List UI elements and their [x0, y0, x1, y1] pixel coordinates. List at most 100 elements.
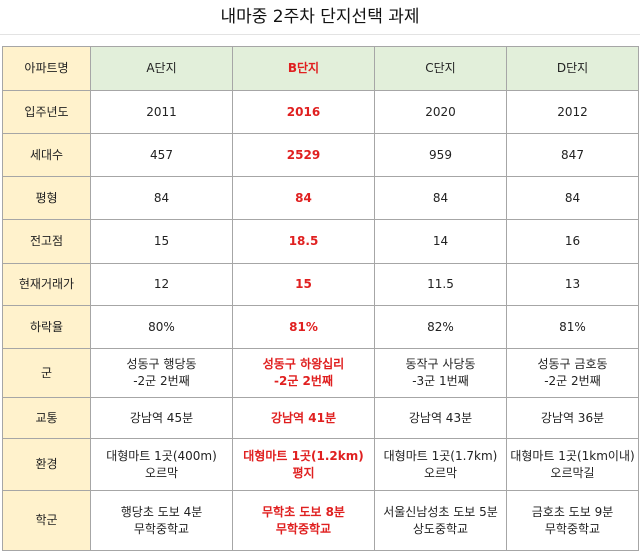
row-label-cell[interactable]: 학군 — [2, 490, 91, 551]
data-cell[interactable]: 2529 — [232, 133, 375, 177]
cell-text: 11.5 — [427, 277, 454, 291]
cell-text: 13 — [564, 277, 581, 291]
data-cell[interactable]: 대형마트 1곳(1.2km) 평지 — [232, 438, 375, 491]
cell-text: 81% — [289, 319, 318, 334]
cell-text: 457 — [150, 147, 173, 162]
cell-text: 서울신남성초 도보 5분 — [383, 504, 498, 519]
table-row: 교통 강남역 45분 강남역 41분 강남역 43분 강남역 36분 — [2, 397, 639, 439]
data-cell[interactable]: 강남역 41분 — [232, 397, 375, 439]
cell-text: -2군 2번째 — [274, 374, 333, 388]
data-cell[interactable]: 강남역 43분 — [374, 397, 507, 439]
row-label-cell[interactable]: 세대수 — [2, 133, 91, 177]
data-cell[interactable]: 457 — [90, 133, 233, 177]
row-label-cell[interactable]: 전고점 — [2, 219, 91, 264]
table-row: 하락율 80% 81% 82% 81% — [2, 305, 639, 349]
data-cell[interactable]: 84 — [374, 176, 507, 220]
row-label-cell[interactable]: 입주년도 — [2, 90, 91, 134]
cell-text: 강남역 41분 — [270, 410, 337, 425]
row-label-cell[interactable]: 교통 — [2, 397, 91, 439]
cell-text: 2020 — [425, 104, 456, 119]
cell-text: 84 — [564, 190, 581, 205]
cell-text: 성동구 행당동 — [126, 357, 197, 371]
cell-text: 강남역 36분 — [540, 410, 605, 425]
data-cell[interactable]: 14 — [374, 219, 507, 264]
cell-text: 대형마트 1곳(1.2km) — [243, 448, 364, 463]
column-header-d[interactable]: D단지 — [506, 46, 639, 91]
row-label-cell[interactable]: 하락율 — [2, 305, 91, 349]
data-cell[interactable]: 81% — [232, 305, 375, 349]
cell-text: 행당초 도보 4분 — [120, 504, 203, 519]
cell-text: 금호초 도보 9분 — [531, 504, 614, 519]
cell-text: 2011 — [146, 104, 177, 119]
data-cell[interactable]: 강남역 45분 — [90, 397, 233, 439]
data-cell[interactable]: 성동구 행당동 -2군 2번째 — [90, 348, 233, 398]
column-header-b[interactable]: B단지 — [232, 46, 375, 91]
data-cell[interactable]: 2016 — [232, 90, 375, 134]
data-cell[interactable]: 84 — [506, 176, 639, 220]
cell-text: 무학초 도보 8분 — [262, 504, 345, 519]
data-cell[interactable]: 행당초 도보 4분 무학중학교 — [90, 490, 233, 551]
table-row: 평형 84 84 84 84 — [2, 176, 639, 220]
cell-text: 2016 — [286, 104, 321, 119]
cell-text: -2군 2번째 — [544, 374, 601, 388]
data-cell[interactable]: 12 — [90, 263, 233, 306]
data-cell[interactable]: 15 — [90, 219, 233, 264]
cell-text: 성동구 하왕십리 — [262, 357, 345, 371]
data-cell[interactable]: 84 — [90, 176, 233, 220]
data-cell[interactable]: 84 — [232, 176, 375, 220]
cell-text: 무학중학교 — [275, 521, 332, 536]
data-cell[interactable]: 강남역 36분 — [506, 397, 639, 439]
cell-text: 959 — [429, 147, 452, 162]
cell-text: 12 — [153, 277, 170, 291]
data-cell[interactable]: 대형마트 1곳(1.7km) 오르막 — [374, 438, 507, 491]
row-label-cell[interactable]: 평형 — [2, 176, 91, 220]
data-cell[interactable]: 11.5 — [374, 263, 507, 306]
header-label-cell[interactable]: 아파트명 — [2, 46, 91, 91]
data-cell[interactable]: 2011 — [90, 90, 233, 134]
cell-text: 82% — [427, 319, 454, 334]
table-row: 군 성동구 행당동 -2군 2번째 성동구 하왕십리 -2군 2번째 동작구 사당동 -3군… — [2, 348, 639, 398]
cell-text: 84 — [153, 190, 170, 205]
data-cell[interactable]: 82% — [374, 305, 507, 349]
data-cell[interactable]: 2020 — [374, 90, 507, 134]
column-header-a[interactable]: A단지 — [90, 46, 233, 91]
data-cell[interactable]: 847 — [506, 133, 639, 177]
data-cell[interactable]: 16 — [506, 219, 639, 264]
cell-text: 대형마트 1곳(1km이내) — [510, 448, 635, 463]
cell-text: 무학중학교 — [544, 521, 601, 536]
cell-text: -2군 2번째 — [133, 374, 190, 388]
data-cell[interactable]: 2012 — [506, 90, 639, 134]
data-cell[interactable]: 15 — [232, 263, 375, 306]
row-label-cell[interactable]: 현재거래가 — [2, 263, 91, 306]
data-cell[interactable]: 성동구 하왕십리 -2군 2번째 — [232, 348, 375, 398]
header-row: 아파트명 A단지 B단지 C단지 D단지 — [2, 46, 639, 91]
cell-text: 강남역 43분 — [408, 410, 473, 425]
data-cell[interactable]: 81% — [506, 305, 639, 349]
table-row: 세대수 457 2529 959 847 — [2, 133, 639, 177]
table-row: 환경 대형마트 1곳(400m) 오르막 대형마트 1곳(1.2km) 평지 대형마트 1… — [2, 438, 639, 491]
cell-text: 오르막 — [144, 465, 179, 480]
cell-text: 상도중학교 — [412, 521, 469, 536]
table-row: 학군 행당초 도보 4분 무학중학교 무학초 도보 8분 무학중학교 서울신남성초 도보 … — [2, 490, 639, 551]
cell-text: 80% — [148, 319, 175, 334]
table-row: 전고점 15 18.5 14 16 — [2, 219, 639, 264]
cell-text: 84 — [432, 190, 449, 205]
column-header-c[interactable]: C단지 — [374, 46, 507, 91]
data-cell[interactable]: 대형마트 1곳(400m) 오르막 — [90, 438, 233, 491]
data-cell[interactable]: 대형마트 1곳(1km이내) 오르막길 — [506, 438, 639, 491]
cell-text: 2012 — [557, 104, 588, 119]
cell-text: 강남역 45분 — [129, 410, 194, 425]
data-cell[interactable]: 동작구 사당동 -3군 1번째 — [374, 348, 507, 398]
cell-text: 847 — [561, 147, 584, 162]
cell-text: 대형마트 1곳(1.7km) — [383, 448, 498, 463]
data-cell[interactable]: 959 — [374, 133, 507, 177]
data-cell[interactable]: 80% — [90, 305, 233, 349]
row-label-cell[interactable]: 환경 — [2, 438, 91, 491]
data-cell[interactable]: 18.5 — [232, 219, 375, 264]
row-label-cell[interactable]: 군 — [2, 348, 91, 398]
data-cell[interactable]: 13 — [506, 263, 639, 306]
data-cell[interactable]: 성동구 금호동 -2군 2번째 — [506, 348, 639, 398]
